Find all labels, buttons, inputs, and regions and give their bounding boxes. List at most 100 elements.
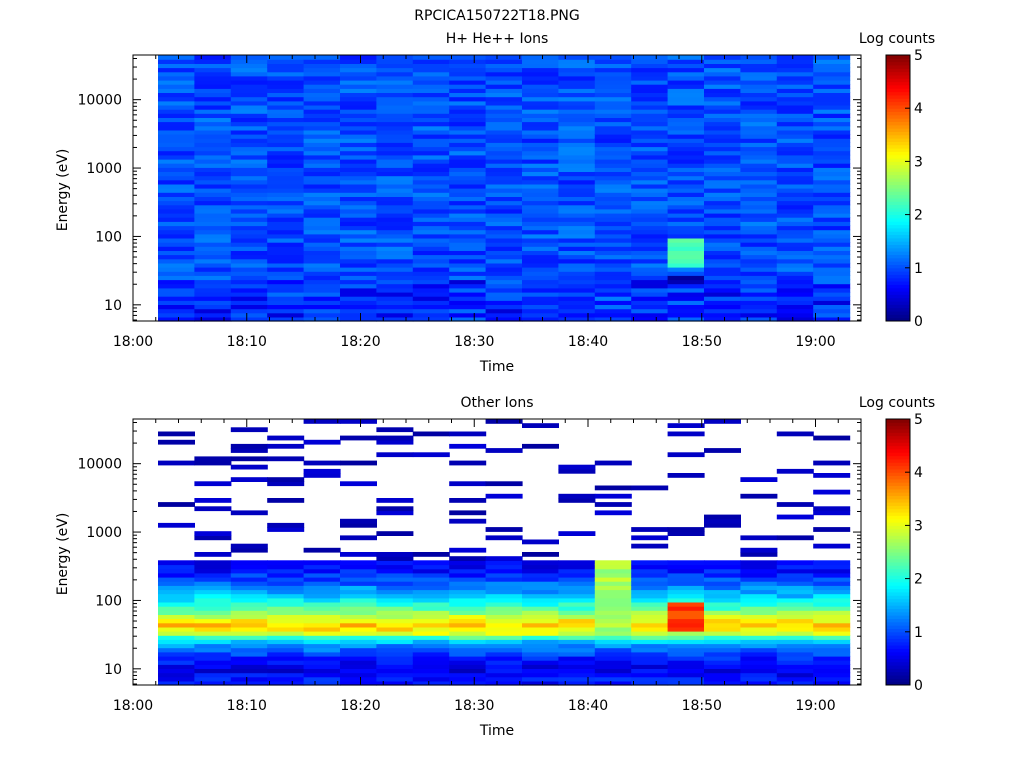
heatmap-cell bbox=[194, 196, 232, 202]
heatmap-cell bbox=[558, 192, 596, 197]
colorbar-segment bbox=[886, 138, 910, 142]
heatmap-cell bbox=[522, 423, 559, 428]
heatmap-cell bbox=[667, 179, 705, 185]
heatmap-cell bbox=[558, 291, 596, 297]
heatmap-cell bbox=[267, 55, 305, 60]
heatmap-cell bbox=[449, 635, 487, 640]
heatmap-cell bbox=[303, 221, 341, 227]
heatmap-cell bbox=[230, 212, 268, 218]
heatmap-cell bbox=[485, 175, 523, 181]
heatmap-cell bbox=[558, 75, 596, 81]
heatmap-cell bbox=[412, 75, 450, 81]
heatmap-cell bbox=[704, 55, 741, 60]
heatmap-cell bbox=[412, 622, 450, 628]
heatmap-cell bbox=[449, 481, 487, 487]
heatmap-cell bbox=[194, 204, 232, 210]
heatmap-cell bbox=[522, 576, 559, 582]
colorbar-segment bbox=[886, 595, 910, 600]
heatmap-cell bbox=[558, 296, 596, 301]
heatmap-cell bbox=[558, 88, 596, 93]
heatmap-cell bbox=[776, 275, 814, 281]
heatmap-cell bbox=[449, 121, 487, 127]
heatmap-cell bbox=[158, 146, 195, 152]
heatmap-cell bbox=[594, 647, 632, 653]
heatmap-cell bbox=[522, 660, 559, 665]
colorbar-segment bbox=[886, 591, 910, 596]
heatmap-cell bbox=[522, 626, 559, 632]
heatmap-cell bbox=[412, 655, 450, 661]
heatmap-cell bbox=[303, 680, 341, 686]
colorbar-segment bbox=[886, 204, 910, 209]
heatmap-cell bbox=[194, 63, 232, 69]
heatmap-cell bbox=[158, 233, 195, 239]
heatmap-cell bbox=[303, 188, 341, 193]
heatmap-cell bbox=[813, 258, 851, 264]
heatmap-cell bbox=[740, 179, 778, 185]
heatmap-cell bbox=[558, 531, 596, 536]
heatmap-cell bbox=[376, 250, 414, 256]
heatmap-cell bbox=[230, 171, 268, 177]
heatmap-cell bbox=[303, 626, 341, 632]
heatmap-cell bbox=[158, 522, 195, 528]
heatmap-cell bbox=[340, 287, 377, 293]
heatmap-cell bbox=[594, 296, 632, 301]
heatmap-cell bbox=[267, 192, 305, 197]
heatmap-cell bbox=[303, 109, 341, 114]
heatmap-cell bbox=[813, 589, 851, 595]
heatmap-cell bbox=[776, 296, 814, 301]
heatmap-cell bbox=[740, 79, 778, 85]
heatmap-cell bbox=[704, 196, 741, 202]
heatmap-cell bbox=[813, 150, 851, 156]
heatmap-cell bbox=[631, 614, 669, 620]
heatmap-cell bbox=[267, 79, 305, 85]
heatmap-cell bbox=[230, 283, 268, 289]
heatmap-cell bbox=[631, 660, 669, 665]
heatmap-cell bbox=[740, 593, 778, 599]
colorbar-segment bbox=[886, 191, 910, 196]
heatmap-cell bbox=[485, 493, 523, 499]
heatmap-cell bbox=[230, 680, 268, 686]
heatmap-cell bbox=[303, 208, 341, 214]
heatmap-cell bbox=[449, 443, 487, 449]
heatmap-cell bbox=[631, 610, 669, 615]
heatmap-cell bbox=[158, 163, 195, 168]
heatmap-cell bbox=[230, 510, 268, 516]
heatmap-cell bbox=[340, 643, 377, 649]
heatmap-cell bbox=[449, 208, 487, 214]
colorbar-segment bbox=[886, 505, 910, 510]
heatmap-cell bbox=[267, 154, 305, 160]
heatmap-cell bbox=[485, 134, 523, 139]
heatmap-cell bbox=[558, 308, 596, 314]
heatmap-cell bbox=[194, 680, 232, 686]
heatmap-cell bbox=[303, 300, 341, 305]
heatmap-cell bbox=[267, 560, 305, 566]
heatmap-cell bbox=[376, 229, 414, 235]
heatmap-cell bbox=[267, 651, 305, 657]
heatmap-cell bbox=[340, 672, 377, 678]
heatmap-cell bbox=[303, 639, 341, 645]
heatmap-cell bbox=[158, 639, 195, 645]
heatmap-cell bbox=[776, 125, 814, 131]
heatmap-cell bbox=[194, 59, 232, 64]
heatmap-cell bbox=[485, 527, 523, 532]
heatmap-cell bbox=[704, 647, 741, 653]
heatmap-cell bbox=[667, 560, 705, 566]
heatmap-cell bbox=[558, 121, 596, 127]
heatmap-cell bbox=[303, 304, 341, 310]
heatmap-cell bbox=[704, 593, 741, 599]
heatmap-cell bbox=[412, 271, 450, 276]
heatmap-cell bbox=[704, 208, 741, 214]
heatmap-cell bbox=[485, 639, 523, 645]
heatmap-cell bbox=[631, 125, 669, 131]
heatmap-cell bbox=[704, 651, 741, 657]
heatmap-cell bbox=[485, 606, 523, 611]
heatmap-cell bbox=[704, 316, 741, 322]
heatmap-cell bbox=[340, 651, 377, 657]
heatmap-cell bbox=[558, 639, 596, 645]
heatmap-cell bbox=[449, 125, 487, 131]
heatmap-cell bbox=[485, 267, 523, 272]
heatmap-cell bbox=[340, 435, 377, 441]
heatmap-cell bbox=[776, 71, 814, 77]
heatmap-cell bbox=[558, 572, 596, 578]
heatmap-cell bbox=[340, 676, 377, 682]
